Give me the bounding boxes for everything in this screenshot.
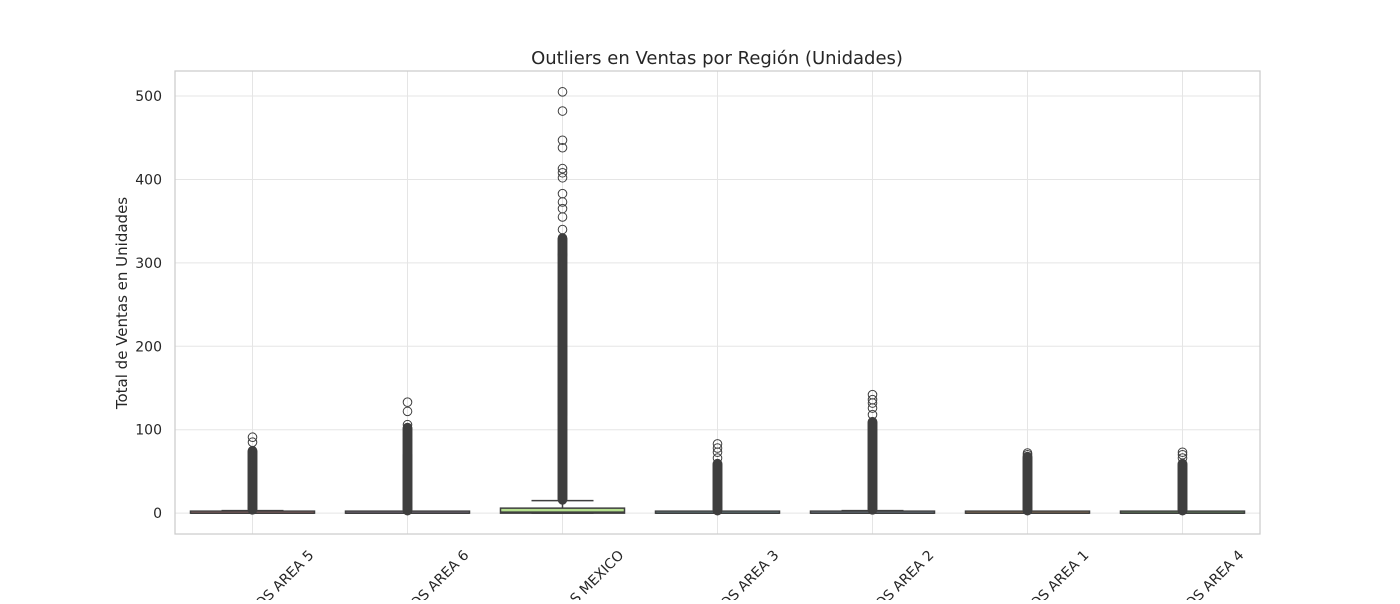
outlier-point (1177, 447, 1188, 458)
outlier-point (557, 106, 568, 116)
outlier-point (1022, 448, 1033, 458)
box-marks (189, 87, 1246, 516)
x-tick-label: OS AREA 2 (873, 548, 938, 600)
box-group (654, 439, 781, 516)
x-tick-label: OS AREA 6 (408, 547, 473, 600)
outlier-point (712, 443, 723, 453)
outlier-point (867, 409, 878, 420)
box-group (964, 448, 1091, 516)
outlier-point (712, 453, 723, 463)
x-tick-labels: OS AREA 5 OS AREA 6 S MEXICO OS AREA 3 OS AR… (253, 547, 1248, 600)
outlier-point (402, 406, 413, 417)
outlier-point (867, 394, 878, 405)
x-tick-label: OS AREA 5 (253, 548, 318, 600)
outlier-point (867, 389, 878, 400)
x-tick-label: OS AREA 4 (1183, 547, 1248, 600)
plot-area-frame (174, 70, 1261, 535)
y-tick-label: 100 (135, 423, 162, 439)
outlier-point (557, 224, 568, 235)
outlier-point (557, 135, 568, 146)
x-tick-label: OS AREA 1 (1028, 548, 1093, 600)
y-tick-label: 300 (135, 256, 162, 272)
outlier-point (402, 419, 413, 430)
box-group (1119, 447, 1246, 516)
y-tick-labels: 0 100 200 300 400 500 (135, 89, 162, 522)
y-tick-label: 0 (153, 506, 162, 522)
y-tick-label: 400 (135, 172, 162, 188)
x-tick-label: S MEXICO (567, 548, 627, 600)
outlier-point (1177, 449, 1188, 460)
outlier-point (557, 163, 568, 174)
outlier-point (867, 416, 878, 427)
outlier-point (1177, 453, 1188, 463)
y-axis-label: Total de Ventas en Unidades (113, 197, 131, 410)
box-group (189, 432, 316, 515)
outlier-point (247, 437, 258, 448)
y-tick-label: 200 (135, 339, 162, 355)
chart-title: Outliers en Ventas por Región (Unidades) (531, 48, 903, 69)
box-group (344, 397, 471, 516)
x-tick-label: OS AREA 3 (718, 548, 783, 600)
outlier-point (402, 422, 413, 433)
y-tick-label: 500 (135, 89, 162, 105)
outlier-point (712, 458, 723, 469)
outlier-point (557, 87, 568, 97)
outlier-point (557, 142, 568, 153)
outlier-point (712, 439, 723, 449)
outlier-point (247, 432, 258, 443)
outlier-point (402, 397, 413, 407)
outlier-point (557, 188, 568, 199)
outlier-point (557, 167, 568, 178)
box-group (809, 389, 936, 515)
outlier-point (557, 172, 568, 183)
outlier-point (557, 203, 568, 214)
box-group (499, 87, 626, 514)
